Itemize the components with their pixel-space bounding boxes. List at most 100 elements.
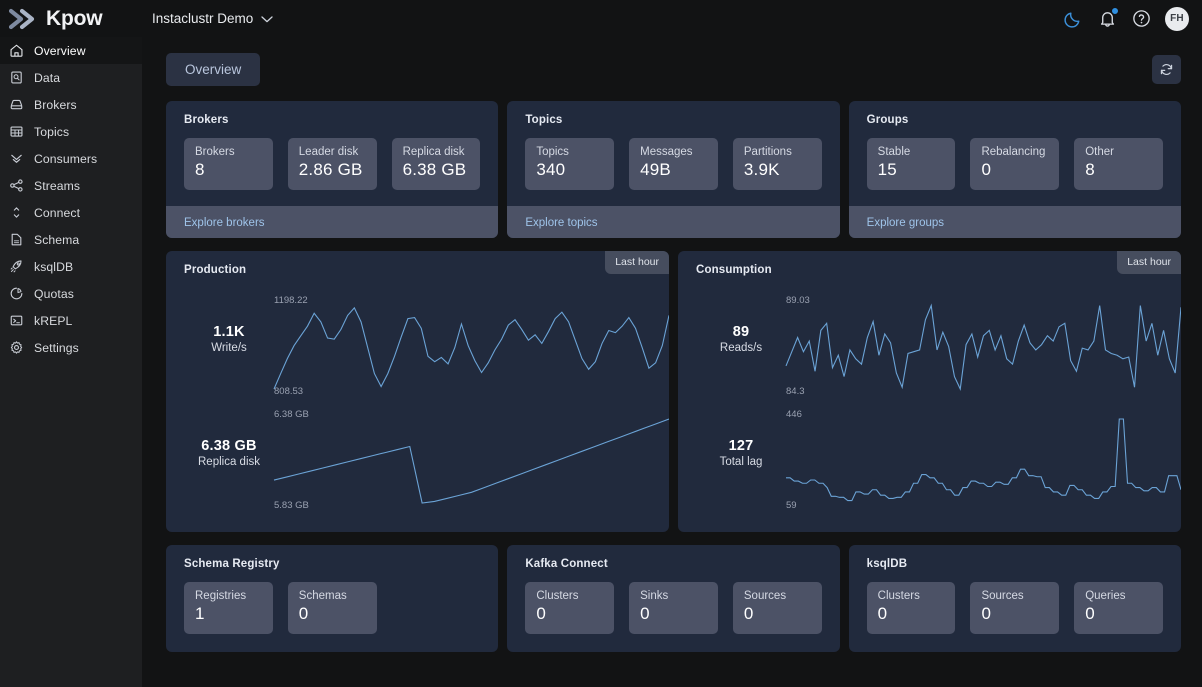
chart-cards-row: Production Last hour 1.1K Write/s 1198.2…: [166, 251, 1181, 532]
cluster-name: Instaclustr Demo: [152, 11, 254, 26]
sidebar-item-topics[interactable]: Topics: [0, 118, 142, 145]
sidebar-item-label: kREPL: [34, 313, 73, 328]
explore-topics-link[interactable]: Explore topics: [525, 217, 598, 229]
sidebar-item-consumers[interactable]: Consumers: [0, 145, 142, 172]
tile-label: Other: [1085, 146, 1114, 158]
tile-value: 3.9K: [743, 160, 780, 179]
card-kafka-connect: Kafka Connect Clusters 0 Sinks 0 Sources: [507, 545, 840, 652]
tile-label: Clusters: [877, 590, 920, 602]
stat-tile[interactable]: Sources 0: [970, 582, 1060, 634]
card-title: Kafka Connect: [525, 558, 608, 570]
tile-label: Brokers: [195, 146, 235, 158]
tile-value: 0: [981, 604, 992, 623]
moon-icon[interactable]: [1063, 8, 1084, 29]
stat-tile[interactable]: Schemas 0: [287, 582, 377, 634]
tile-label: Sources: [743, 590, 787, 602]
tile-label: Schemas: [298, 590, 347, 602]
sidebar-item-brokers[interactable]: Brokers: [0, 91, 142, 118]
sidebar-item-streams[interactable]: Streams: [0, 172, 142, 199]
refresh-button[interactable]: [1152, 55, 1181, 84]
question-circle-icon[interactable]: [1131, 8, 1152, 29]
chart-replica-disk: 6.38 GB Replica disk 6.38 GB 5.83 GB: [166, 409, 669, 511]
sidebar-item-label: ksqlDB: [34, 259, 74, 274]
chart-read-rate: 89 Reads/s 89.03 84.3: [678, 295, 1181, 397]
sparkline-consumption-reads: [786, 301, 1181, 393]
stat-tile[interactable]: Registries 1: [184, 582, 273, 634]
tile-value: 0: [536, 604, 546, 623]
explore-brokers-link[interactable]: Explore brokers: [184, 217, 265, 229]
sidebar-item-data[interactable]: Data: [0, 64, 142, 91]
tile-value: 0: [640, 604, 650, 623]
stat-cards-row: Brokers Brokers 8 Leader disk 2.86 GB Re…: [166, 101, 1181, 238]
cluster-selector[interactable]: Instaclustr Demo: [146, 7, 279, 30]
explore-groups-link[interactable]: Explore groups: [866, 217, 945, 229]
stat-tile[interactable]: Rebalancing 0: [970, 138, 1060, 190]
up-down-arrow-icon: [13, 207, 20, 218]
sidebar-item-ksqldb[interactable]: ksqlDB: [0, 253, 142, 280]
metric-value: 1.1K: [213, 324, 245, 340]
metric-label: Total lag: [719, 456, 763, 468]
sidebar-item-quotas[interactable]: Quotas: [0, 280, 142, 307]
page-header: Overview: [166, 53, 1181, 86]
tile-label: Registries: [195, 590, 247, 602]
sidebar-item-overview[interactable]: Overview: [0, 37, 142, 64]
metric: 6.38 GB Replica disk: [184, 415, 274, 468]
stat-tile[interactable]: Clusters 0: [866, 582, 956, 634]
brand[interactable]: Kpow: [0, 0, 142, 37]
tiles: Clusters 0 Sources 0 Queries 0: [849, 570, 1181, 652]
chevrons-down-icon: [11, 154, 22, 163]
stat-tile[interactable]: Queries 0: [1074, 582, 1163, 634]
double-chevron-icon: [9, 8, 35, 29]
main-content: Overview Brokers Brokers: [142, 37, 1202, 687]
sidebar-item-connect[interactable]: Connect: [0, 199, 142, 226]
sidebar-item-settings[interactable]: Settings: [0, 334, 142, 361]
sidebar-item-label: Data: [34, 70, 61, 85]
stat-tile[interactable]: Brokers 8: [184, 138, 273, 190]
tile-label: Sinks: [640, 590, 669, 602]
tile-value: 49B: [640, 160, 671, 179]
stat-tile[interactable]: Messages 49B: [629, 138, 718, 190]
stat-tile[interactable]: Partitions 3.9K: [732, 138, 822, 190]
bell-icon: [1100, 12, 1115, 27]
app-body: Overview Data Brokers: [0, 37, 1202, 687]
metric-value: 89: [732, 324, 750, 340]
sidebar-item-label: Streams: [34, 178, 81, 193]
stat-tile[interactable]: Replica disk 6.38 GB: [391, 138, 481, 190]
notifications-button[interactable]: [1097, 7, 1119, 29]
time-range-badge[interactable]: Last hour: [1117, 251, 1181, 274]
pie-chart-icon: [10, 287, 23, 300]
tile-value: 0: [877, 604, 888, 623]
time-range-badge[interactable]: Last hour: [605, 251, 669, 274]
rocket-icon: [10, 260, 22, 273]
stat-tile[interactable]: Leader disk 2.86 GB: [287, 138, 377, 190]
avatar[interactable]: FH: [1165, 6, 1189, 31]
stat-tile[interactable]: Topics 340: [525, 138, 615, 190]
tile-label: Clusters: [536, 590, 579, 602]
metric-label: Reads/s: [719, 342, 763, 354]
metric-value: 6.38 GB: [201, 438, 257, 454]
tile-value: 2.86 GB: [298, 160, 363, 179]
stat-tile[interactable]: Stable 15: [866, 138, 956, 190]
tile-label: Topics: [536, 146, 569, 158]
share-icon: [10, 179, 23, 192]
tab-overview[interactable]: Overview: [166, 53, 261, 86]
stat-tile[interactable]: Clusters 0: [525, 582, 615, 634]
stat-tile[interactable]: Sinks 0: [629, 582, 718, 634]
tile-value: 1: [195, 604, 205, 623]
card-brokers: Brokers Brokers 8 Leader disk 2.86 GB Re…: [166, 101, 499, 238]
sidebar-item-schema[interactable]: Schema: [0, 226, 142, 253]
metric-value: 127: [728, 438, 754, 454]
card-ksqldb: ksqlDB Clusters 0 Sources 0 Queries 0: [848, 545, 1181, 652]
stat-tile[interactable]: Sources 0: [732, 582, 822, 634]
stat-tile[interactable]: Other 8: [1074, 138, 1163, 190]
data-file-icon: [11, 71, 22, 84]
metric-label: Write/s: [211, 342, 247, 354]
tiles: Brokers 8 Leader disk 2.86 GB Replica di…: [166, 126, 498, 206]
metric-label: Replica disk: [198, 456, 260, 468]
card-production: Production Last hour 1.1K Write/s 1198.2…: [166, 251, 669, 532]
tile-value: 340: [536, 160, 566, 179]
sidebar-item-label: Brokers: [34, 97, 77, 112]
sidebar-item-krepl[interactable]: kREPL: [0, 307, 142, 334]
sparkline-total-lag: [786, 415, 1181, 507]
